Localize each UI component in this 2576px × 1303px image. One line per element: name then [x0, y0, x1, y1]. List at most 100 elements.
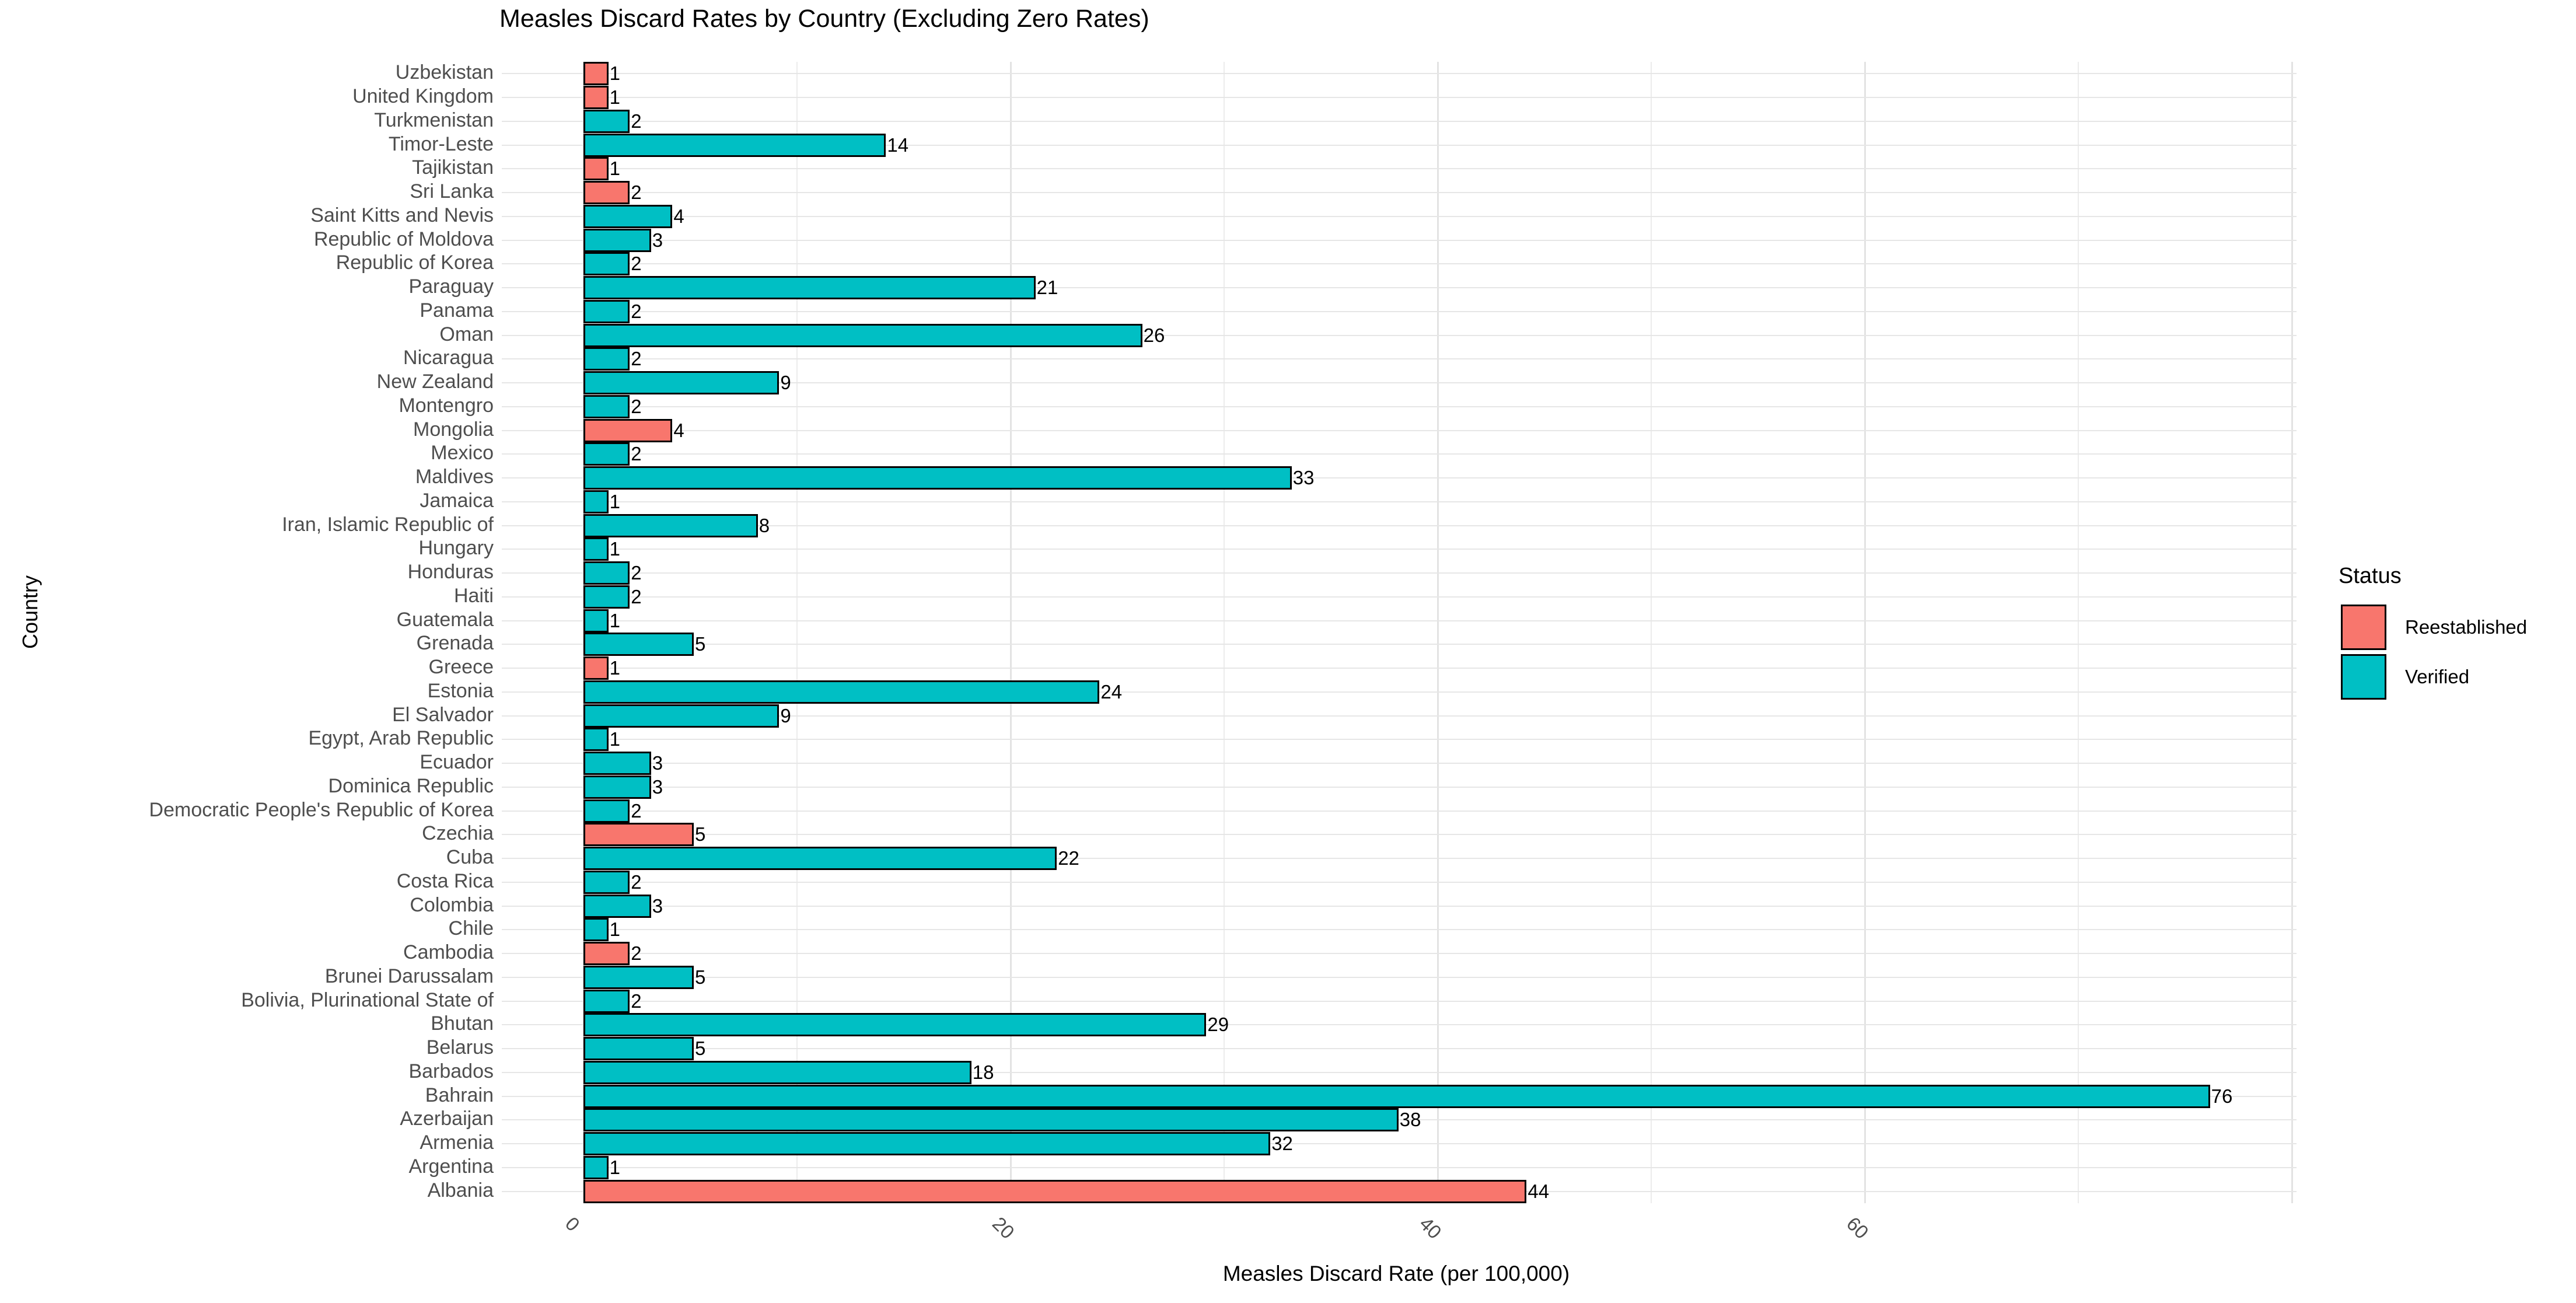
legend-label-verified: Verified: [2405, 666, 2470, 687]
major-gridline-x-0: [582, 62, 585, 1203]
y-tick-label-argentina: Argentina: [408, 1155, 494, 1178]
y-tick-label-azerbaijan: Azerbaijan: [400, 1108, 494, 1130]
bar-value-label: 3: [652, 752, 663, 774]
bar-value-label: 3: [652, 229, 663, 251]
bar-value-label: 1: [609, 1156, 620, 1178]
y-tick-label-cuba: Cuba: [446, 846, 494, 869]
bar-value-label: 1: [609, 490, 620, 512]
bar-value-label: 2: [631, 110, 642, 132]
row-gridline: [502, 763, 2297, 764]
y-tick-label-republic-of-korea: Republic of Korea: [335, 251, 494, 274]
bar-value-label: 1: [609, 657, 620, 679]
bar-value-label: 24: [1100, 680, 1123, 703]
row-gridline: [502, 858, 2297, 860]
bar-value-label: 4: [673, 205, 684, 227]
row-gridline: [502, 73, 2297, 75]
bar-jamaica: [583, 490, 609, 513]
y-tick-label-timor-leste: Timor-Leste: [388, 132, 494, 155]
y-tick-label-estonia: Estonia: [427, 679, 494, 702]
y-tick-label-republic-of-moldova: Republic of Moldova: [313, 228, 494, 250]
y-tick-label-sri-lanka: Sri Lanka: [410, 180, 494, 203]
y-tick-label-panama: Panama: [420, 299, 494, 322]
bar-value-label: 22: [1058, 847, 1079, 869]
bar-bahrain: [583, 1084, 2210, 1108]
y-tick-label-haiti: Haiti: [453, 584, 494, 607]
bar-value-label: 3: [652, 775, 663, 798]
y-tick-label-honduras: Honduras: [407, 561, 494, 584]
bar-belarus: [583, 1037, 694, 1061]
minor-gridline-x-30: [1224, 62, 1225, 1203]
bar-el-salvador: [583, 704, 780, 728]
y-tick-label-egypt-arab-republic: Egypt, Arab Republic: [308, 727, 494, 750]
row-gridline: [502, 239, 2297, 241]
bar-nicaragua: [583, 347, 630, 371]
y-tick-label-new-zealand: New Zealand: [376, 371, 494, 393]
bar-value-label: 1: [609, 62, 620, 85]
bar-republic-of-korea: [583, 252, 630, 276]
bar-uzbekistan: [583, 62, 609, 86]
bar-panama: [583, 299, 630, 323]
major-gridline-x-40: [1436, 62, 1439, 1203]
x-tick-label-0: 0: [561, 1213, 584, 1236]
bar-value-label: 38: [1399, 1109, 1421, 1131]
bar-barbados: [583, 1060, 971, 1084]
y-tick-label-paraguay: Paraguay: [408, 275, 494, 298]
row-gridline: [502, 525, 2297, 526]
bar-colombia: [583, 894, 651, 918]
bar-value-label: 29: [1207, 1014, 1229, 1036]
plot-panel: 1 1 2 14 1 2 4 3 2 21 2 26 2 9 2 4 2 33 1 8 1 2 2 1 5 1 24 9 1 3 3 2 5 22…: [502, 62, 2297, 1203]
bar-turkmenistan: [583, 109, 630, 133]
y-tick-label-dominica-republic: Dominica Republic: [328, 774, 494, 797]
bar-czechia: [583, 823, 694, 847]
bar-value-label: 33: [1292, 467, 1315, 489]
y-tick-label-belarus: Belarus: [426, 1036, 494, 1059]
y-tick-label-bolivia-plurinational-state-of: Bolivia, Plurinational State of: [241, 988, 494, 1011]
bar-value-label: 2: [631, 871, 642, 893]
row-gridline: [502, 97, 2297, 99]
legend-title: Status: [2339, 564, 2402, 588]
row-gridline: [502, 382, 2297, 384]
bar-dominica-republic: [583, 775, 651, 799]
y-tick-label-colombia: Colombia: [410, 893, 494, 916]
y-tick-label-el-salvador: El Salvador: [392, 703, 494, 726]
y-tick-label-mexico: Mexico: [431, 442, 494, 464]
row-gridline: [502, 1024, 2297, 1026]
y-tick-label-czechia: Czechia: [422, 822, 494, 845]
bar-republic-of-moldova: [583, 228, 651, 252]
row-gridline: [502, 1000, 2297, 1002]
y-tick-label-montengro: Montengro: [399, 394, 494, 417]
bar-value-label: 5: [695, 966, 706, 988]
row-gridline: [502, 644, 2297, 645]
y-tick-label-iran-islamic-republic-of: Iran, Islamic Republic of: [282, 513, 494, 536]
bar-ecuador: [583, 752, 651, 775]
bar-grenada: [583, 633, 694, 656]
row-gridline: [502, 715, 2297, 717]
x-tick-label-60: 60: [1842, 1213, 1873, 1243]
row-gridline: [502, 810, 2297, 812]
bar-bolivia-plurinational-state-of: [583, 989, 630, 1013]
bar-value-label: 1: [609, 538, 620, 560]
bar-cambodia: [583, 942, 630, 966]
bar-value-label: 4: [673, 419, 684, 441]
row-gridline: [502, 834, 2297, 836]
y-tick-label-democratic-people-s-republic-of-korea: Democratic People's Republic of Korea: [149, 798, 494, 821]
row-gridline: [502, 596, 2297, 598]
x-axis-title: Measles Discard Rate (per 100,000): [1222, 1262, 1570, 1285]
row-gridline: [502, 976, 2297, 978]
y-tick-label-bahrain: Bahrain: [425, 1084, 494, 1106]
bar-value-label: 1: [609, 86, 620, 109]
chart-title: Measles Discard Rates by Country (Exclud…: [499, 5, 1149, 33]
bar-estonia: [583, 680, 1100, 704]
bar-chile: [583, 918, 609, 942]
bar-value-label: 21: [1036, 277, 1058, 299]
bar-cuba: [583, 847, 1057, 871]
bar-united-kingdom: [583, 86, 609, 110]
row-gridline: [502, 215, 2297, 217]
y-tick-label-chile: Chile: [448, 917, 494, 940]
y-tick-label-united-kingdom: United Kingdom: [352, 85, 494, 108]
y-tick-label-uzbekistan: Uzbekistan: [395, 61, 494, 84]
row-gridline: [502, 691, 2297, 693]
row-gridline: [502, 549, 2297, 550]
row-gridline: [502, 929, 2297, 931]
y-tick-label-armenia: Armenia: [420, 1131, 494, 1154]
